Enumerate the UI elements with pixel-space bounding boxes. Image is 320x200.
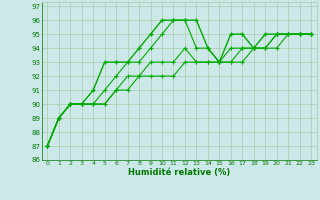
X-axis label: Humidité relative (%): Humidité relative (%)	[128, 168, 230, 177]
